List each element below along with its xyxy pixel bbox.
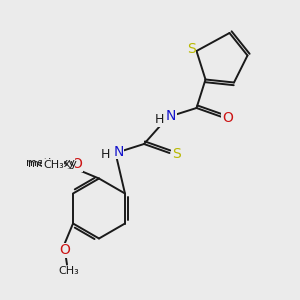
Text: CH₃: CH₃ — [43, 160, 64, 170]
Text: methoxy: methoxy — [26, 158, 75, 168]
Text: H: H — [155, 113, 164, 126]
Text: O: O — [71, 157, 82, 171]
Text: O: O — [222, 112, 233, 125]
Text: H: H — [101, 148, 111, 161]
Text: N: N — [166, 109, 176, 122]
Text: S: S — [172, 148, 181, 161]
Text: N: N — [113, 145, 124, 158]
Text: CH₃: CH₃ — [58, 266, 79, 276]
Text: O: O — [59, 244, 70, 257]
Text: S: S — [187, 42, 196, 56]
Text: methoxy: methoxy — [28, 159, 76, 170]
